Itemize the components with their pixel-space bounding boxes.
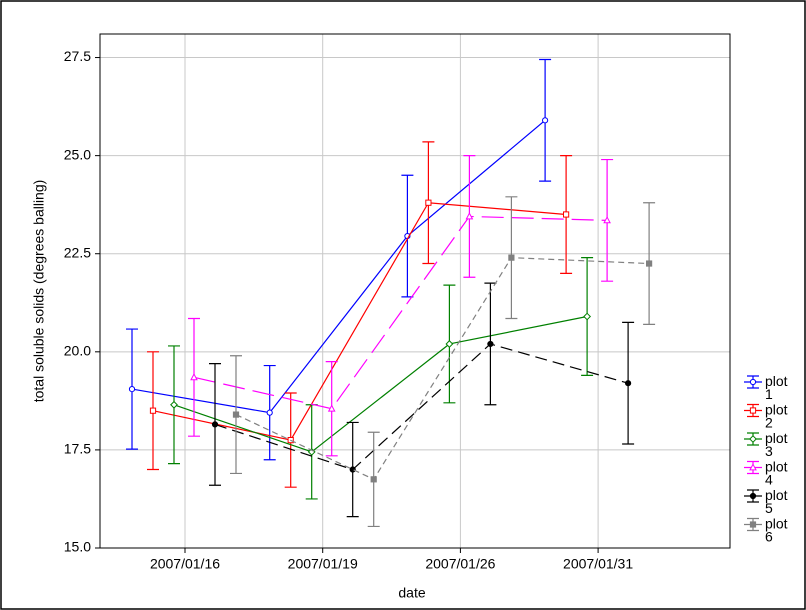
legend-label: plot 3 <box>765 430 788 459</box>
series-line <box>214 343 629 471</box>
marker <box>646 260 653 267</box>
marker <box>128 385 136 393</box>
y-tick-label: 20.0 <box>64 343 91 359</box>
marker <box>190 373 198 381</box>
marker <box>211 421 219 428</box>
y-tick-label: 25.0 <box>64 146 91 162</box>
marker <box>749 435 757 443</box>
series-line <box>152 202 567 441</box>
series-line <box>131 119 546 414</box>
marker <box>327 404 336 412</box>
x-tick-label: 2007/01/31 <box>563 556 633 572</box>
marker <box>349 466 356 473</box>
marker <box>603 216 611 224</box>
legend-label: plot 1 <box>765 373 788 402</box>
x-tick-label: 2007/01/26 <box>425 556 495 572</box>
legend-label: plot 5 <box>765 487 788 516</box>
legend-label: plot 2 <box>765 401 788 430</box>
marker <box>749 463 757 471</box>
series-line <box>235 257 650 481</box>
marker <box>508 254 515 261</box>
y-tick-label: 27.5 <box>64 48 91 64</box>
y-tick-label: 17.5 <box>64 441 91 457</box>
marker <box>425 199 432 206</box>
legend-label: plot 4 <box>765 458 788 487</box>
marker <box>170 400 178 409</box>
y-tick-label: 22.5 <box>64 244 91 260</box>
marker <box>749 521 757 528</box>
x-tick-label: 2007/01/19 <box>288 556 358 572</box>
marker <box>465 212 474 220</box>
plot-area <box>100 34 730 548</box>
marker <box>583 312 592 321</box>
marker <box>370 476 377 483</box>
marker <box>749 492 757 500</box>
plot-frame <box>99 33 731 549</box>
marker <box>542 117 549 124</box>
legend-label: plot 6 <box>765 515 788 544</box>
series-line <box>193 215 608 410</box>
x-tick-label: 2007/01/16 <box>150 556 220 572</box>
series-line <box>173 315 588 453</box>
marker <box>625 380 632 387</box>
marker <box>266 409 273 416</box>
marker <box>749 378 757 386</box>
y-axis-label: total soluble solids (degrees balling) <box>31 180 47 403</box>
marker <box>563 211 570 218</box>
x-axis-label: date <box>398 585 425 601</box>
marker <box>487 340 494 348</box>
marker <box>445 340 454 348</box>
y-tick-label: 15.0 <box>64 539 91 555</box>
marker <box>749 407 757 414</box>
marker <box>149 407 157 414</box>
marker <box>232 411 240 418</box>
